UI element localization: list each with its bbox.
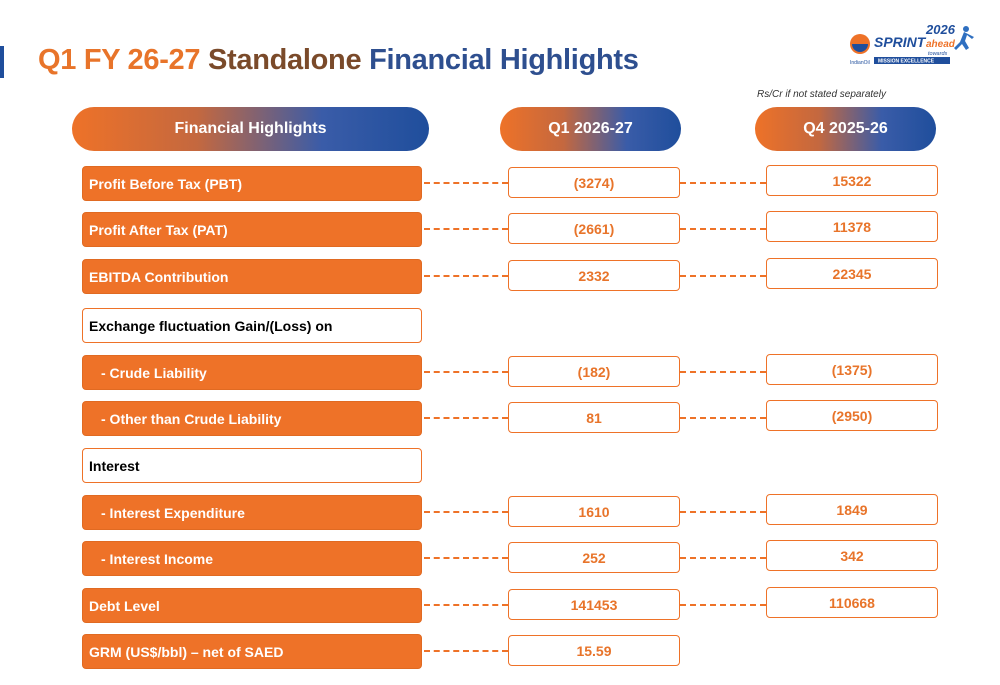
q1-value: (2661) — [508, 213, 680, 244]
connector-line — [424, 557, 508, 559]
connector-line — [680, 275, 766, 277]
header-financial-highlights: Financial Highlights — [72, 107, 429, 151]
svg-text:ahead: ahead — [926, 39, 956, 50]
q4-value: (2950) — [766, 400, 938, 431]
connector-line — [424, 417, 508, 419]
row-label: Profit After Tax (PAT) — [82, 212, 422, 247]
row-label: - Interest Expenditure — [82, 495, 422, 530]
row-label: - Other than Crude Liability — [82, 401, 422, 436]
q4-value: 22345 — [766, 258, 938, 289]
row-label-text: - Crude Liability — [101, 364, 207, 381]
q4-value: 15322 — [766, 165, 938, 196]
row-label: EBITDA Contribution — [82, 259, 422, 294]
q4-value: 11378 — [766, 211, 938, 242]
connector-line — [424, 371, 508, 373]
connector-line — [424, 275, 508, 277]
connector-line — [680, 371, 766, 373]
connector-line — [680, 604, 766, 606]
q1-value: (3274) — [508, 167, 680, 198]
row-label: Interest — [82, 448, 422, 483]
q1-value: 81 — [508, 402, 680, 433]
row-label: GRM (US$/bbl) – net of SAED — [82, 634, 422, 669]
q1-value: (182) — [508, 356, 680, 387]
svg-text:2026: 2026 — [925, 22, 956, 37]
row-label-text: Debt Level — [89, 597, 160, 614]
row-label: Profit Before Tax (PBT) — [82, 166, 422, 201]
q1-value: 1610 — [508, 496, 680, 527]
svg-text:MISSION EXCELLENCE: MISSION EXCELLENCE — [878, 59, 935, 65]
row-label-text: EBITDA Contribution — [89, 268, 229, 285]
svg-text:IndianOil: IndianOil — [850, 60, 870, 66]
row-label: Debt Level — [82, 588, 422, 623]
row-label-text: GRM (US$/bbl) – net of SAED — [89, 643, 284, 660]
q1-value: 15.59 — [508, 635, 680, 666]
accent-bar — [0, 46, 4, 78]
q4-value: 1849 — [766, 494, 938, 525]
units-note: Rs/Cr if not stated separately — [757, 89, 886, 100]
page-title: Q1 FY 26-27 Standalone Financial Highlig… — [38, 44, 639, 76]
connector-line — [680, 511, 766, 513]
connector-line — [680, 557, 766, 559]
connector-line — [680, 228, 766, 230]
connector-line — [424, 511, 508, 513]
connector-line — [424, 228, 508, 230]
connector-line — [424, 650, 508, 652]
row-label-text: Interest — [89, 457, 140, 474]
q1-value: 2332 — [508, 260, 680, 291]
row-label-text: - Interest Income — [101, 550, 214, 567]
row-label: Exchange fluctuation Gain/(Loss) on — [82, 308, 422, 343]
connector-line — [680, 182, 766, 184]
header-q1-2026-27: Q1 2026-27 — [500, 107, 681, 151]
sprint-ahead-logo: IndianOil 2026 SPRINT ahead towards MISS… — [850, 22, 974, 66]
connector-line — [424, 182, 508, 184]
runner-icon — [954, 26, 974, 50]
q4-value: 342 — [766, 540, 938, 571]
row-label-text: Profit After Tax (PAT) — [89, 221, 228, 238]
row-label-text: - Interest Expenditure — [101, 504, 245, 521]
q1-value: 252 — [508, 542, 680, 573]
q1-value: 141453 — [508, 589, 680, 620]
connector-line — [680, 417, 766, 419]
row-label: - Interest Income — [82, 541, 422, 576]
header-q4-2025-26: Q4 2025-26 — [755, 107, 936, 151]
row-label-text: Profit Before Tax (PBT) — [89, 175, 242, 192]
q4-value: 110668 — [766, 587, 938, 618]
row-label-text: Exchange fluctuation Gain/(Loss) on — [89, 317, 333, 334]
connector-line — [424, 604, 508, 606]
svg-text:towards: towards — [928, 51, 948, 57]
q4-value: (1375) — [766, 354, 938, 385]
row-label: - Crude Liability — [82, 355, 422, 390]
row-label-text: - Other than Crude Liability — [101, 410, 282, 427]
svg-text:SPRINT: SPRINT — [874, 34, 927, 50]
